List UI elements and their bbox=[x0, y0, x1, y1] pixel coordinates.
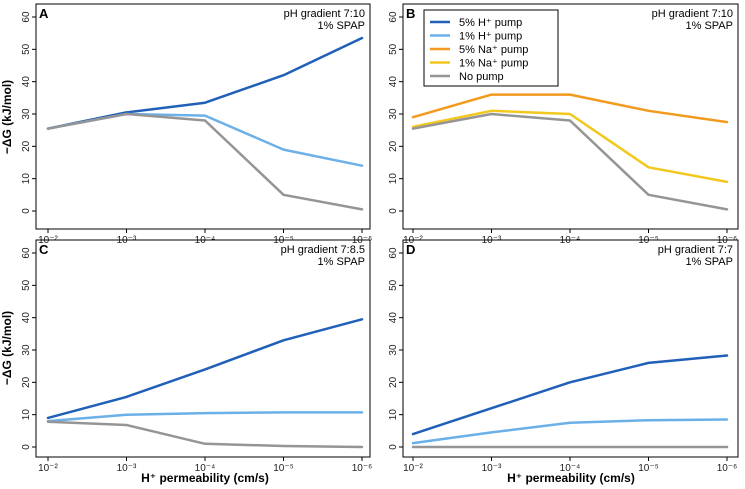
y-tick-label: 0 bbox=[388, 208, 399, 214]
panel-note: 1% SPAP bbox=[318, 256, 366, 268]
panel-label: C bbox=[39, 242, 49, 257]
series-line-no-pump bbox=[411, 112, 729, 211]
y-tick-label: 20 bbox=[388, 140, 399, 152]
y-tick-label: 10 bbox=[21, 409, 32, 421]
y-tick-label: 20 bbox=[21, 140, 32, 152]
x-tick-label: 10⁻⁶ bbox=[717, 463, 738, 474]
x-tick-label: 10⁻⁴ bbox=[195, 463, 216, 474]
panel-note: 1% SPAP bbox=[686, 20, 734, 32]
y-axis-label: −ΔG (kJ/mol) bbox=[0, 80, 14, 154]
y-tick-label: 60 bbox=[388, 11, 399, 23]
legend-entry: 5% Na⁺ pump bbox=[459, 44, 528, 56]
legend-entry: 1% H⁺ pump bbox=[459, 31, 522, 43]
y-tick-label: 60 bbox=[21, 247, 32, 259]
y-tick-label: 0 bbox=[21, 444, 32, 450]
y-tick-label: 50 bbox=[21, 279, 32, 291]
series-line-1-na-pump bbox=[411, 109, 729, 184]
y-tick-label: 10 bbox=[388, 173, 399, 185]
y-tick-label: 20 bbox=[388, 376, 399, 388]
panel-note: 1% SPAP bbox=[686, 256, 734, 268]
y-tick-label: 50 bbox=[388, 279, 399, 291]
series-line-no-pump bbox=[46, 420, 364, 449]
legend-entry: 5% H⁺ pump bbox=[459, 17, 522, 29]
x-axis-label: H⁺ permeability (cm/s) bbox=[507, 471, 635, 485]
panel-note: pH gradient 7:10 bbox=[284, 8, 365, 20]
series-line-no-pump bbox=[46, 112, 364, 211]
y-tick-label: 50 bbox=[388, 43, 399, 55]
panel-note: pH gradient 7:10 bbox=[652, 8, 733, 20]
panel-label: B bbox=[406, 6, 415, 21]
x-axis-label: H⁺ permeability (cm/s) bbox=[141, 471, 269, 485]
x-tick-label: 10⁻⁵ bbox=[273, 463, 294, 474]
y-tick-label: 40 bbox=[388, 76, 399, 88]
x-tick-label: 10⁻² bbox=[38, 463, 58, 474]
panel-note: 1% SPAP bbox=[318, 20, 366, 32]
series-line-5-h-pump bbox=[46, 318, 364, 420]
y-tick-label: 50 bbox=[21, 43, 32, 55]
plot-frame bbox=[35, 239, 371, 458]
y-tick-label: 60 bbox=[21, 11, 32, 23]
panel-label: D bbox=[406, 242, 415, 257]
y-tick-label: 40 bbox=[21, 76, 32, 88]
y-tick-label: 20 bbox=[21, 376, 32, 388]
panel-label: A bbox=[39, 6, 49, 21]
y-tick-label: 10 bbox=[388, 409, 399, 421]
legend-entry: No pump bbox=[459, 71, 504, 83]
plot-frame bbox=[402, 239, 739, 458]
y-tick-label: 30 bbox=[388, 344, 399, 356]
y-tick-label: 30 bbox=[21, 108, 32, 120]
legend-entry: 1% Na⁺ pump bbox=[459, 58, 528, 70]
plot-frame bbox=[35, 3, 371, 230]
y-tick-label: 30 bbox=[388, 108, 399, 120]
y-tick-label: 0 bbox=[21, 208, 32, 214]
y-tick-label: 0 bbox=[388, 444, 399, 450]
series-line-5-h-pump bbox=[411, 354, 729, 436]
series-line-1-h-pump bbox=[411, 418, 729, 445]
panel-note: pH gradient 7:8.5 bbox=[281, 244, 365, 256]
x-tick-label: 10⁻³ bbox=[482, 463, 502, 474]
y-tick-label: 40 bbox=[21, 312, 32, 324]
y-axis-label: −ΔG (kJ/mol) bbox=[0, 311, 14, 385]
y-tick-label: 30 bbox=[21, 344, 32, 356]
x-tick-label: 10⁻⁴ bbox=[560, 463, 581, 474]
y-tick-label: 40 bbox=[388, 312, 399, 324]
x-tick-label: 10⁻² bbox=[403, 463, 423, 474]
x-tick-label: 10⁻³ bbox=[117, 463, 137, 474]
y-tick-label: 60 bbox=[388, 247, 399, 259]
series-line-1-h-pump bbox=[46, 411, 364, 423]
panel-note: pH gradient 7:7 bbox=[658, 244, 733, 256]
x-tick-label: 10⁻⁵ bbox=[638, 463, 659, 474]
series-line-5-na-pump bbox=[411, 93, 729, 124]
x-tick-label: 10⁻⁶ bbox=[352, 463, 373, 474]
y-tick-label: 10 bbox=[21, 173, 32, 185]
